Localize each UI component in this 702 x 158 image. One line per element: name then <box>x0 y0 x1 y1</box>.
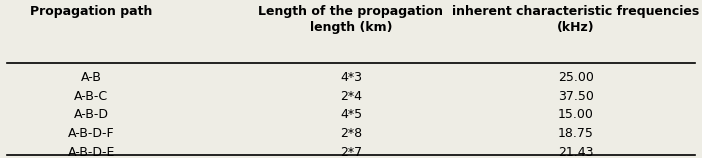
Text: 4*3: 4*3 <box>340 71 362 84</box>
Text: 15.00: 15.00 <box>557 108 594 121</box>
Text: 21.43: 21.43 <box>558 146 593 158</box>
Text: Length of the propagation
length (km): Length of the propagation length (km) <box>258 5 444 34</box>
Text: 25.00: 25.00 <box>557 71 594 84</box>
Text: Propagation path: Propagation path <box>30 5 152 18</box>
Text: A-B-D-F: A-B-D-F <box>68 127 114 140</box>
Text: 2*8: 2*8 <box>340 127 362 140</box>
Text: A-B-C: A-B-C <box>74 90 108 103</box>
Text: A-B-D: A-B-D <box>74 108 109 121</box>
Text: inherent characteristic frequencies
(kHz): inherent characteristic frequencies (kHz… <box>452 5 699 34</box>
Text: 2*4: 2*4 <box>340 90 362 103</box>
Text: 4*5: 4*5 <box>340 108 362 121</box>
Text: A-B: A-B <box>81 71 102 84</box>
Text: 37.50: 37.50 <box>557 90 594 103</box>
Text: 2*7: 2*7 <box>340 146 362 158</box>
Text: 18.75: 18.75 <box>557 127 594 140</box>
Text: A-B-D-E: A-B-D-E <box>67 146 115 158</box>
